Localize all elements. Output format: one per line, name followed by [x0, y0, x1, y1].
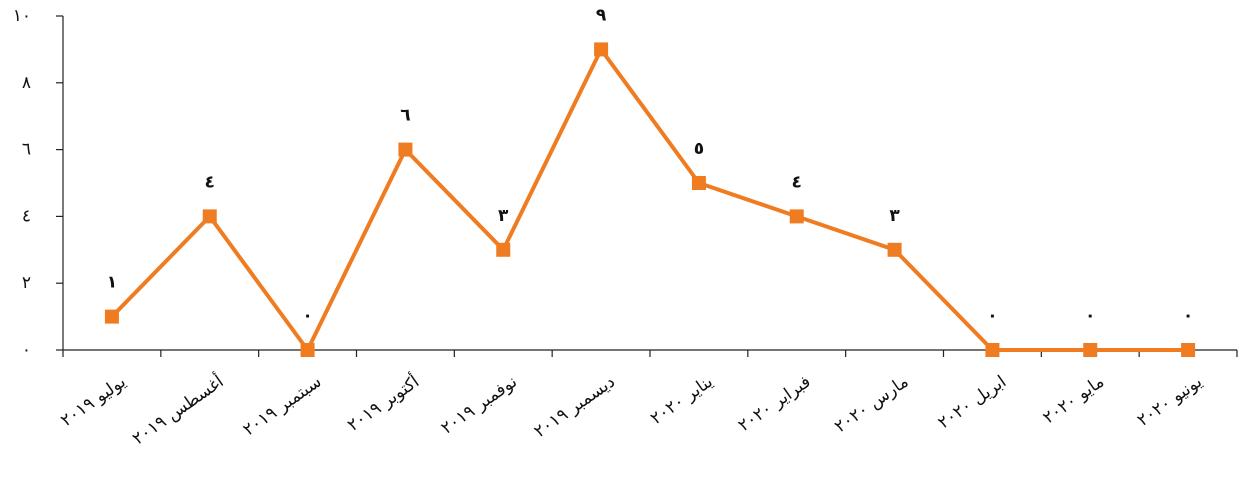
marker: [104, 309, 119, 324]
marker: [496, 242, 511, 257]
data-label: ٤: [792, 172, 802, 192]
data-label: ٣: [498, 206, 509, 226]
y-tick-label: ١٠: [13, 6, 31, 26]
marker: [300, 343, 315, 357]
x-tick-label: مايو ٢٠٢٠: [1039, 372, 1108, 428]
x-tick-label: أكتوبر ٢٠١٩: [343, 370, 423, 436]
data-label: ٣: [889, 206, 900, 226]
marker: [691, 176, 706, 190]
y-tick-label: ٠: [22, 340, 31, 360]
x-tick-label: يوليو ٢٠١٩: [57, 372, 130, 431]
y-tick-label: ٢: [22, 273, 31, 293]
marker: [887, 242, 902, 257]
marker: [1083, 343, 1098, 357]
y-tick-label: ٤: [22, 206, 31, 226]
data-label: ٠: [1085, 306, 1095, 326]
x-tick-label: مارس ٢٠٢٠: [831, 372, 912, 437]
x-tick-label: فبراير ٢٠٢٠: [735, 372, 815, 436]
marker: [398, 142, 413, 157]
line: [110, 47, 1189, 352]
data-label: ٠: [302, 306, 312, 326]
x-tick-label: ابريل ٢٠٢٠: [934, 372, 1010, 433]
data-label: ٦: [400, 106, 410, 126]
marker: [202, 209, 217, 224]
x-tick-label: أغسطس ٢٠١٩: [128, 370, 228, 449]
marker: [985, 343, 1000, 357]
marker: [1181, 343, 1196, 357]
y-tick-label: ٨: [22, 73, 31, 93]
data-label: ١: [107, 273, 117, 293]
marker: [789, 209, 804, 224]
x-tick-label: نوفمبر ٢٠١٩: [437, 372, 520, 439]
x-tick-label: يناير ٢٠٢٠: [647, 372, 717, 429]
data-label: ٩: [596, 5, 607, 25]
x-tick-label: سبتمبر ٢٠١٩: [239, 372, 325, 440]
data-label: ٠: [987, 306, 997, 326]
x-tick-label: ديسمبر ٢٠١٩: [531, 372, 619, 442]
y-tick-label: ٦: [22, 140, 31, 160]
data-label: ٥: [694, 139, 704, 159]
data-label: ٤: [205, 172, 215, 192]
marker: [594, 42, 609, 57]
data-label: ٠: [1183, 306, 1193, 326]
x-tick-label: يونيو ٢٠٢٠: [1134, 372, 1206, 431]
